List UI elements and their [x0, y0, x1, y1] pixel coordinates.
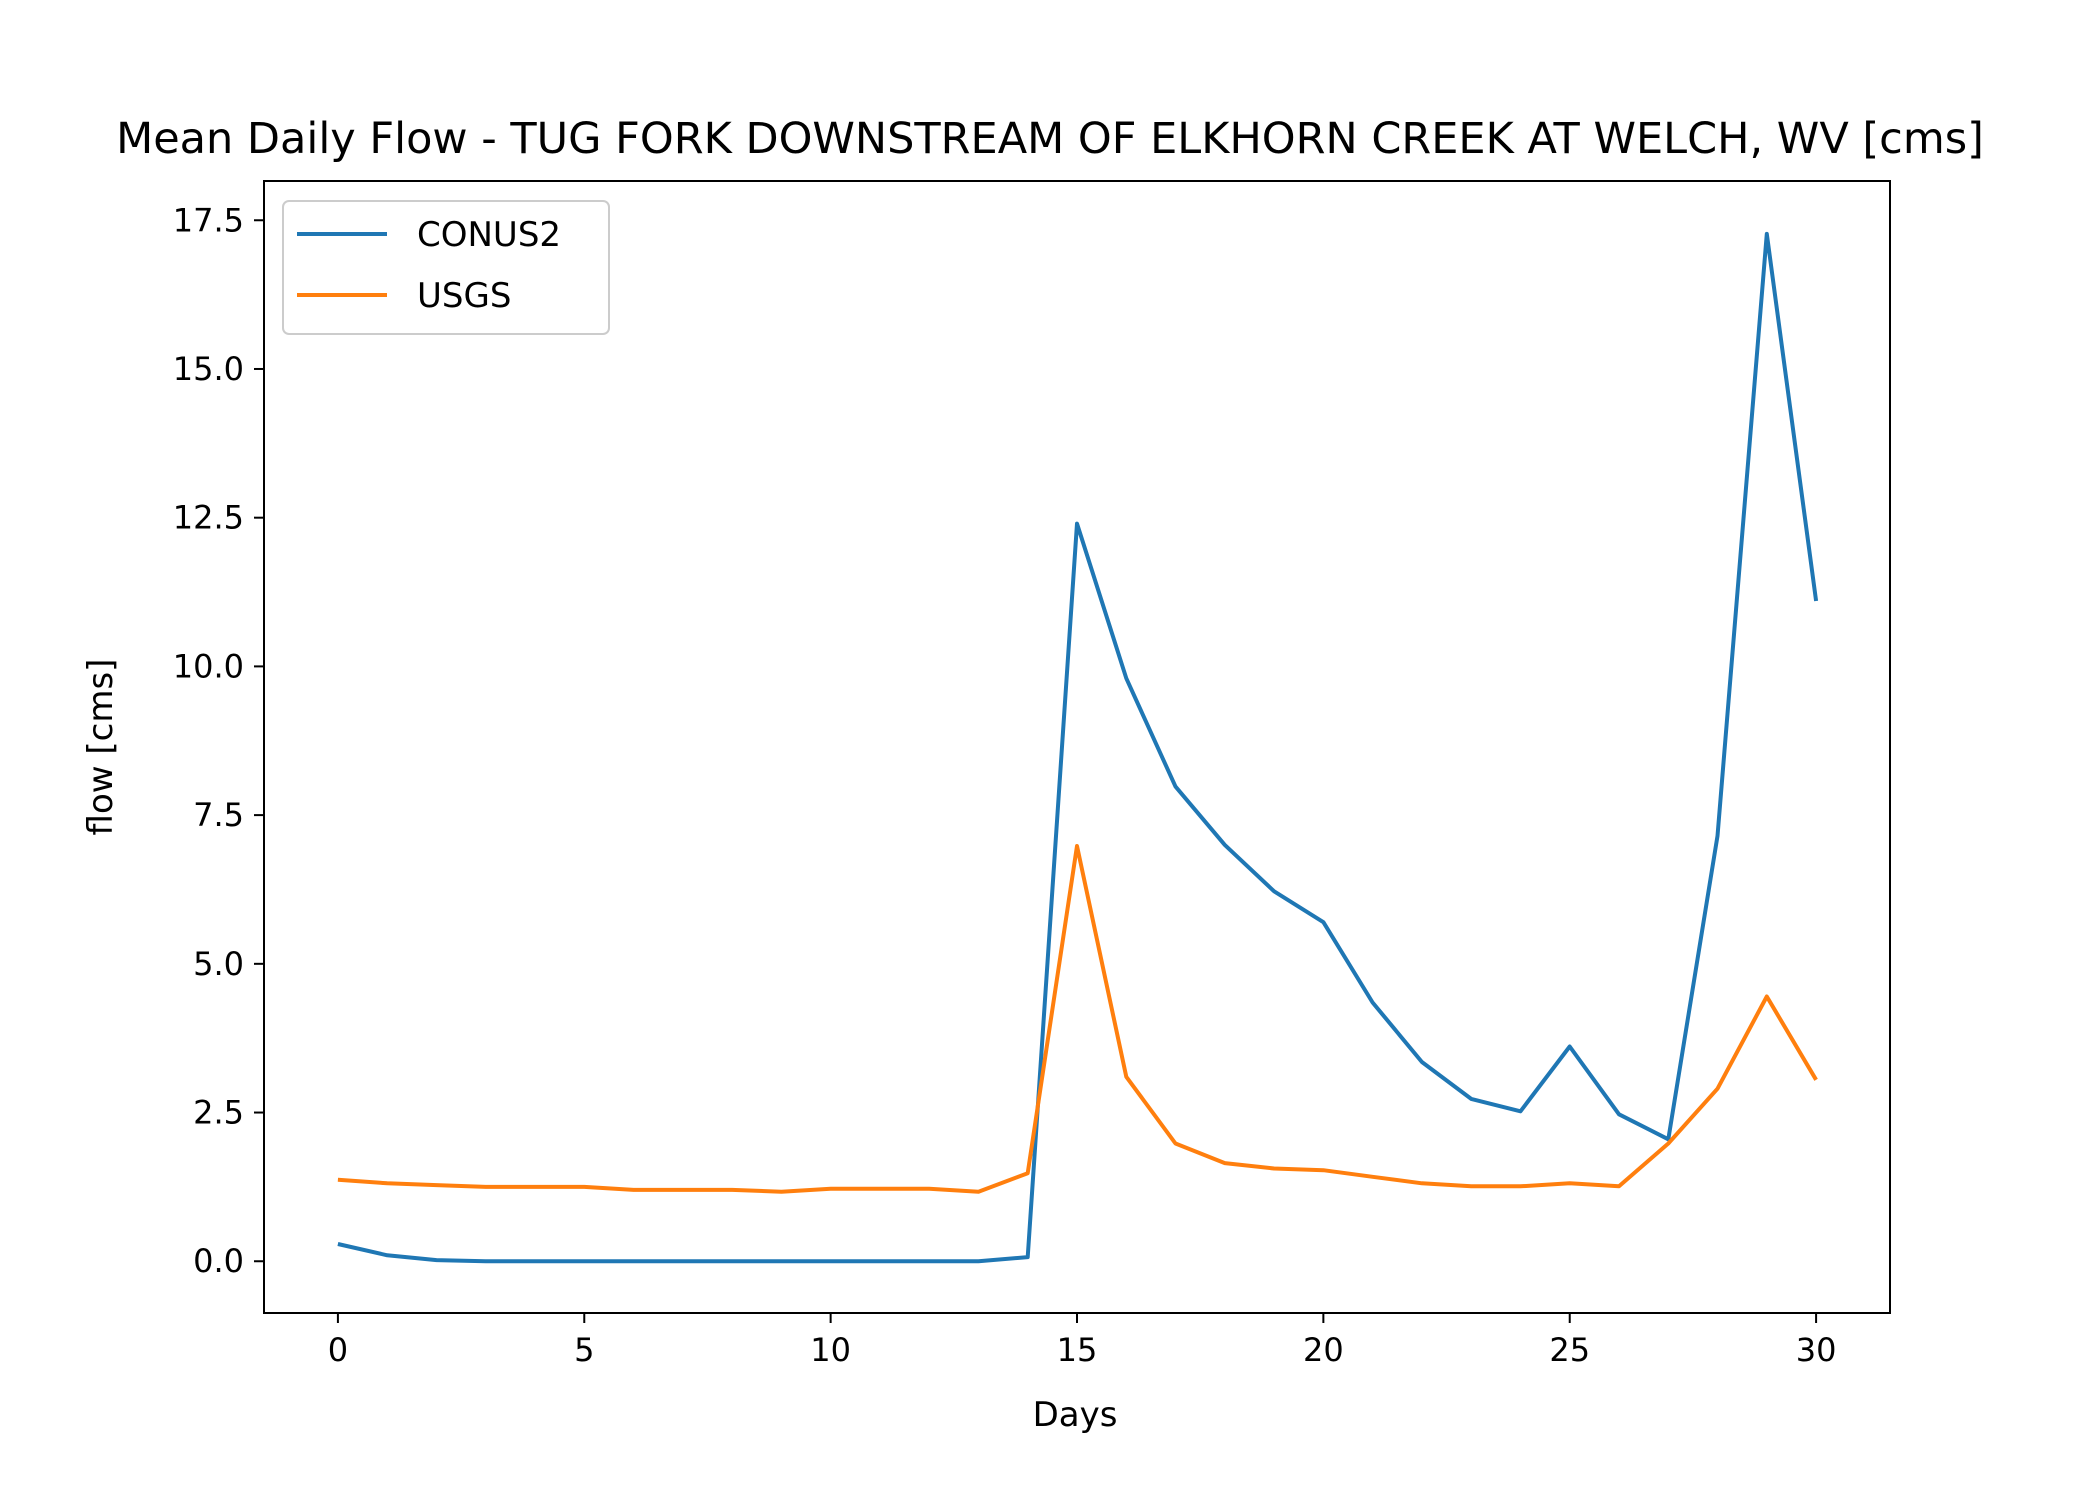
y-tick-label: 17.5 [173, 201, 244, 239]
y-tick-label: 12.5 [173, 499, 244, 537]
legend-label-conus2: CONUS2 [417, 215, 561, 255]
series-line-conus2 [337, 231, 1819, 1264]
chart-title: Mean Daily Flow - TUG FORK DOWNSTREAM OF… [116, 114, 1984, 164]
plot-frame [263, 180, 1891, 1314]
y-tick-label: 0.0 [193, 1242, 244, 1280]
x-tick-label: 25 [1549, 1331, 1590, 1369]
y-tick-label: 10.0 [173, 647, 244, 685]
y-tick-label: 5.0 [193, 945, 244, 983]
series-layer [337, 231, 1819, 1264]
x-tick-label: 20 [1303, 1331, 1344, 1369]
y-tick-label: 15.0 [173, 350, 244, 388]
x-tick-label: 30 [1796, 1331, 1837, 1369]
series-line-usgs [337, 844, 1818, 1194]
x-tick-label: 15 [1057, 1331, 1098, 1369]
x-tick-label: 0 [328, 1331, 348, 1369]
ticks-layer: 0 5 10 15 20 25 30 0.0 2.5 5.0 7.5 10.0 12.5 15.0 17.5 [173, 201, 1837, 1369]
x-tick-label: 10 [810, 1331, 851, 1369]
x-tick-label: 5 [574, 1331, 594, 1369]
legend-label-usgs: USGS [417, 276, 511, 316]
y-tick-label: 2.5 [193, 1094, 244, 1132]
legend: CONUS2 USGS [282, 200, 610, 335]
y-axis-label: flow [cms] [81, 659, 121, 836]
y-tick-label: 7.5 [193, 796, 244, 834]
x-axis-label: Days [1033, 1395, 1118, 1435]
